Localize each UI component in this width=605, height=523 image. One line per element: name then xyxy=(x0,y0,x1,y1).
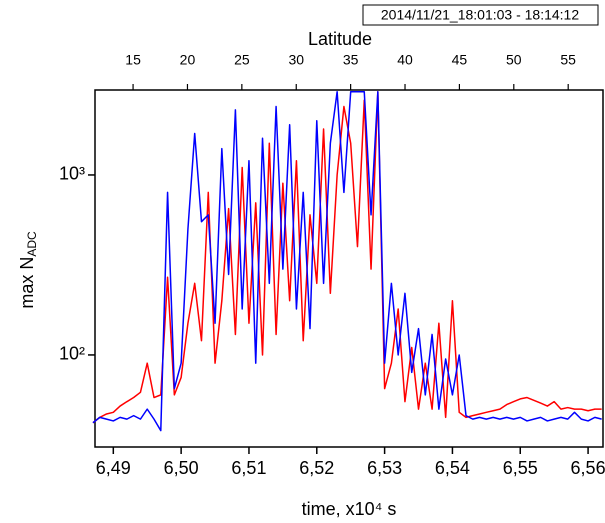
x-tick-label: 6,50 xyxy=(164,458,199,478)
plot-frame xyxy=(94,89,604,448)
x2-tick-label: 50 xyxy=(506,52,522,68)
x-tick-label: 6,51 xyxy=(231,458,266,478)
x-axis-label: time, x10⁴ s xyxy=(302,499,397,519)
chart-title: 2014/11/21_18:01:03 - 18:14:12 xyxy=(381,7,579,23)
x2-tick-label: 20 xyxy=(180,52,196,68)
x-tick-label: 6,54 xyxy=(435,458,470,478)
x2-tick-label: 45 xyxy=(452,52,468,68)
x2-tick-label: 55 xyxy=(560,52,576,68)
y-axis-label-main: max N xyxy=(17,257,37,309)
y-tick-label: 10² xyxy=(59,344,85,364)
x2-tick-label: 30 xyxy=(288,52,304,68)
x2-tick-label: 40 xyxy=(397,52,413,68)
y-tick-label: 10³ xyxy=(59,164,85,184)
x-tick-label: 6,52 xyxy=(299,458,334,478)
x-tick-label: 6,56 xyxy=(571,458,605,478)
x2-tick-label: 25 xyxy=(234,52,250,68)
x2-tick-label: 15 xyxy=(125,52,141,68)
x2-tick-label: 35 xyxy=(343,52,359,68)
y-axis-label-sub: ADC xyxy=(25,231,39,257)
x2-axis-label: Latitude xyxy=(308,29,372,49)
data-line xyxy=(92,90,602,432)
data-line xyxy=(92,90,602,424)
title-box xyxy=(362,4,599,26)
x-tick-label: 6,49 xyxy=(96,458,131,478)
y-axis-label: max NADC xyxy=(17,231,39,309)
x-tick-label: 6,55 xyxy=(503,458,538,478)
x-tick-label: 6,53 xyxy=(367,458,402,478)
